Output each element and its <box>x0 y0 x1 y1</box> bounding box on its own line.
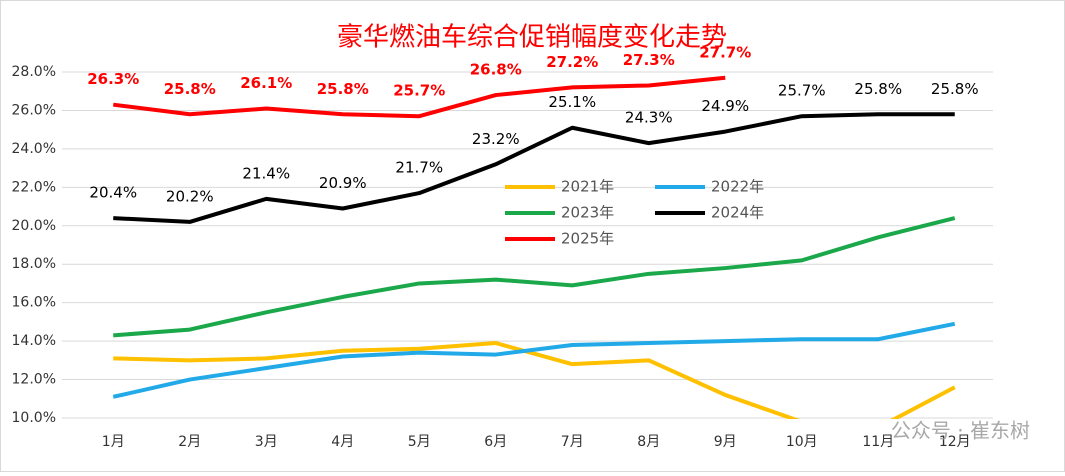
y-tick-label: 24.0% <box>12 141 56 157</box>
y-tick-label: 12.0% <box>12 372 56 388</box>
data-label: 24.9% <box>701 97 749 115</box>
y-tick-label: 14.0% <box>12 333 56 349</box>
y-tick-label: 20.0% <box>12 218 56 234</box>
x-tick-label: 11月 <box>862 434 894 450</box>
x-tick-label: 5月 <box>408 434 431 450</box>
y-tick-label: 22.0% <box>12 179 56 195</box>
series-line <box>112 321 956 399</box>
chart-title: 豪华燃油车综合促销幅度变化走势 <box>337 23 727 53</box>
legend-label: 2024年 <box>711 204 764 222</box>
data-label: 25.8% <box>854 80 902 98</box>
y-tick-label: 10.0% <box>12 410 56 426</box>
legend-label: 2021年 <box>561 178 614 196</box>
y-tick-label: 18.0% <box>12 256 56 272</box>
data-label: 21.7% <box>395 159 443 177</box>
legend-label: 2022年 <box>711 178 764 196</box>
x-tick-label: 3月 <box>255 434 278 450</box>
data-label: 25.7% <box>393 82 445 100</box>
x-tick-label: 2月 <box>178 434 201 450</box>
data-label: 25.7% <box>778 82 826 100</box>
data-label: 21.4% <box>242 164 290 182</box>
watermark: 公众号 · 崔东树 <box>891 419 1030 443</box>
series-line <box>113 216 956 338</box>
x-tick-label: 1月 <box>102 434 125 450</box>
data-label: 26.8% <box>470 61 522 79</box>
data-label: 25.8% <box>164 80 216 98</box>
series-line <box>113 112 955 224</box>
series-line <box>113 341 956 419</box>
data-label: 27.2% <box>546 53 598 71</box>
data-label: 25.8% <box>317 80 369 98</box>
data-label: 20.4% <box>89 184 137 202</box>
x-tick-label: 10月 <box>786 434 818 450</box>
x-tick-label: 9月 <box>714 434 737 450</box>
plot-area <box>112 75 956 419</box>
x-tick-label: 8月 <box>637 434 660 450</box>
y-tick-label: 28.0% <box>12 64 56 80</box>
y-tick-label: 26.0% <box>12 102 56 118</box>
data-label: 20.9% <box>319 174 367 192</box>
data-label: 26.3% <box>87 70 139 88</box>
x-tick-label: 6月 <box>484 434 507 450</box>
legend-label: 2023年 <box>561 204 614 222</box>
x-tick-label: 4月 <box>331 434 354 450</box>
data-label: 27.3% <box>623 51 675 69</box>
y-tick-label: 16.0% <box>12 295 56 311</box>
legend-label: 2025年 <box>561 230 614 248</box>
data-label: 27.7% <box>699 43 751 61</box>
series-line <box>113 75 726 119</box>
data-label: 25.1% <box>548 93 596 111</box>
data-label: 26.1% <box>240 74 292 92</box>
data-label: 20.2% <box>166 187 214 205</box>
x-tick-label: 12月 <box>939 434 971 450</box>
data-label: 25.8% <box>931 80 979 98</box>
data-label: 23.2% <box>472 130 520 148</box>
x-tick-label: 7月 <box>561 434 584 450</box>
data-label: 24.3% <box>625 109 673 127</box>
